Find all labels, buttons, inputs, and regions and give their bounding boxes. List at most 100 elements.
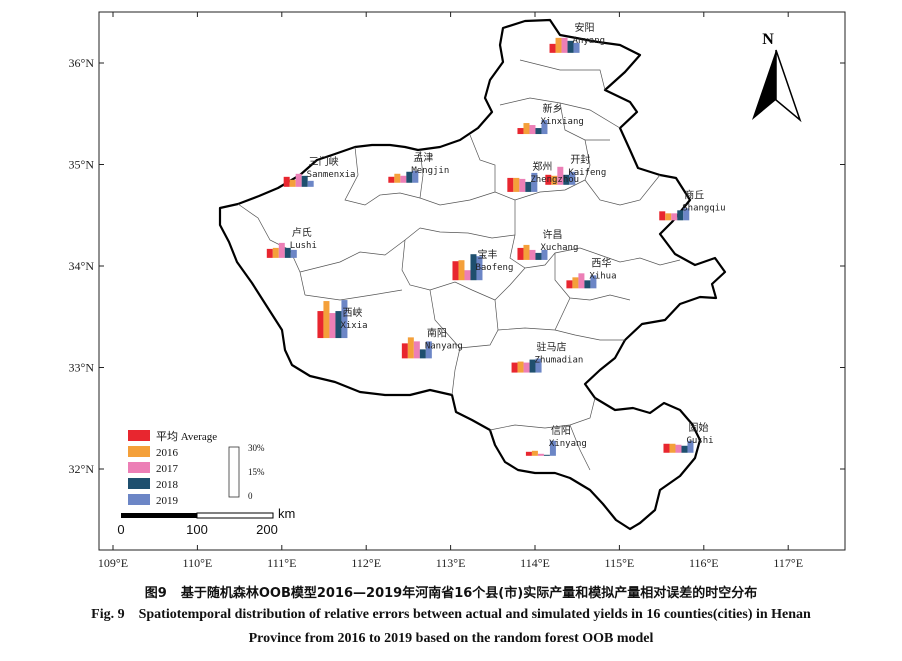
county-label-cn: 固始 [688,421,708,434]
bar-sanmenxia-1 [289,179,296,187]
bar-kaifeng-0 [545,174,552,185]
bar-nanyang-1 [407,337,414,359]
bar-anyang-0 [549,43,556,53]
county-chart-baofeng [452,254,483,281]
bar-shangqiu-4 [683,208,690,221]
county-chart-mengjin [388,170,419,183]
bar-xuchang-3 [535,252,542,260]
bar-zhengzhou-3 [525,181,532,192]
bar-baofeng-3 [470,254,477,281]
bar-gushi-1 [669,443,676,453]
county-labels: 安阳 Anyang 新乡 Xinxiang 三门峡 Sanmenxia 孟津 Mengjin 郑… [290,21,726,449]
county-label-cn: 新乡 [542,102,562,115]
bar-xihua-2 [578,273,585,289]
bar-nanyang-0 [401,343,408,359]
bar-nanyang-4 [425,341,432,359]
county-label-cn: 宝丰 [477,248,497,261]
bar-mengjin-4 [412,170,419,183]
legend-swatch [128,478,150,489]
bar-zhengzhou-1 [513,177,520,192]
county-chart-anyang [549,37,580,53]
bar-sanmenxia-3 [301,175,308,187]
bar-zhumadian-2 [523,362,530,373]
bar-xinyang-1 [531,450,538,456]
county-label-en: Xixia [340,321,367,331]
bar-gushi-3 [681,445,688,453]
caption-en-label: Fig. 9 [91,607,125,622]
bar-shangqiu-3 [677,210,684,221]
legend-label: 2018 [156,479,179,491]
henan-map: 109°E 110°E 111°E 112°E 113°E 114°E 115°E 116°E… [69,11,846,570]
bar-nanyang-3 [419,349,426,359]
bar-xixia-4 [341,300,348,339]
bar-xinxiang-4 [541,120,548,135]
bar-xinxiang-0 [517,128,524,135]
bar-xihua-1 [572,277,579,289]
bar-lushi-4 [290,249,297,258]
legend-swatch [128,462,150,473]
bar-xixia-1 [323,301,330,339]
bar-mengjin-2 [400,175,407,183]
bar-baofeng-2 [464,270,471,281]
lon-tick-label: 109°E [98,556,128,570]
graticule: 109°E 110°E 111°E 112°E 113°E 114°E 115°E 116°E… [69,12,845,570]
county-chart-nanyang [401,337,432,359]
bar-zhumadian-0 [511,362,518,373]
bar-xinyang-3 [543,454,550,456]
county-bar-charts [266,37,694,456]
scale-label-200: 200 [256,522,278,537]
lon-tick-label: 113°E [436,556,466,570]
bar-kaifeng-3 [563,174,570,185]
legend-scale: 30% 15% 0 [228,443,265,501]
bar-xihua-0 [566,280,573,289]
county-label-cn: 安阳 [575,21,595,34]
county-label-en: Shangqiu [682,203,725,213]
bar-zhengzhou-4 [531,172,538,192]
lat-tick-label: 36°N [69,56,95,70]
north-label: N [762,31,774,48]
lon-tick-label: 115°E [605,556,635,570]
legend-label: 2017 [156,463,179,475]
county-label-cn: 信阳 [551,425,571,437]
caption-cn-text: 基于随机森林OOB模型2016—2019年河南省16个县(市)实际产量和模拟产量… [180,586,758,601]
bar-lushi-2 [278,242,285,258]
legend-label: 2019 [156,495,179,507]
bar-zhengzhou-0 [507,177,514,192]
bar-zhumadian-3 [529,359,536,373]
bar-xixia-0 [317,311,324,339]
lon-tick-label: 116°E [689,556,719,570]
north-arrow: N [752,31,802,123]
bar-xinyang-4 [549,440,556,456]
legend-swatch [128,446,150,457]
caption-chinese: 图9 基于随机森林OOB模型2016—2019年河南省16个县(市)实际产量和模拟… [0,582,902,601]
scale-label-100: 100 [186,522,208,537]
bar-nanyang-2 [413,341,420,359]
bar-xinxiang-2 [529,125,536,135]
legend-label: 2016 [156,447,179,459]
county-chart-xinxiang [517,120,548,135]
county-label-cn: 西华 [591,256,611,269]
lat-tick-label: 34°N [69,259,95,273]
bar-shangqiu-1 [665,213,672,221]
caption-cn-label: 图9 [144,586,167,601]
legend-swatch [128,494,150,505]
county-label-en: Kaifeng [568,168,606,178]
county-label-en: Zhengzhou [530,175,579,185]
bar-xuchang-2 [529,249,536,260]
scale-bar: 0 100 200 km [117,506,295,537]
legend-swatch [128,430,150,441]
county-chart-lushi [266,242,297,258]
county-chart-xixia [317,300,348,339]
lon-tick-label: 112°E [351,556,381,570]
county-label-en: Baofeng [475,263,513,273]
county-label-cn: 卢氏 [292,226,312,239]
bar-baofeng-1 [458,260,465,281]
bar-lushi-3 [284,247,291,258]
prefecture-boundaries [237,59,681,471]
bar-mengjin-0 [388,176,395,183]
county-label-cn: 开封 [570,153,590,166]
county-label-en: Lushi [290,241,317,251]
legend-scale-15: 15% [248,467,265,477]
bar-xihua-4 [590,275,597,289]
bar-mengjin-3 [406,171,413,183]
